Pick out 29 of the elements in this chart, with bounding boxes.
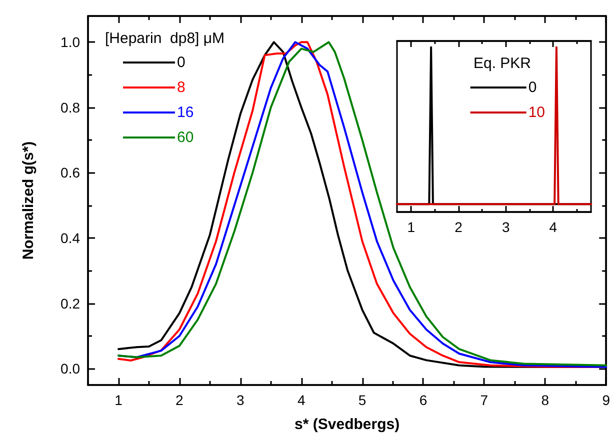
x-tick-label: 8 — [541, 392, 550, 408]
y-tick-label: 0.6 — [60, 164, 80, 181]
legend-label: 60 — [177, 129, 194, 146]
legend-label: 16 — [177, 104, 194, 121]
x-tick-label: 4 — [549, 219, 558, 235]
legend-title: [Heparin dp8] μM — [105, 30, 225, 47]
x-tick-label: 3 — [502, 219, 510, 235]
legend-title: Eq. PKR — [473, 55, 532, 72]
x-tick-label: 9 — [602, 392, 610, 408]
x-axis-title: s* (Svedbergs) — [294, 416, 400, 433]
x-tick-label: 7 — [480, 392, 488, 408]
legend-label: 8 — [177, 79, 186, 96]
x-tick-label: 4 — [297, 392, 306, 408]
legend-label: 0 — [177, 54, 186, 71]
x-tick-label: 5 — [358, 392, 366, 408]
x-tick-label: 1 — [407, 219, 416, 235]
y-tick-label: 0.0 — [60, 360, 80, 377]
legend-label: 10 — [528, 104, 546, 121]
y-tick-label: 0.8 — [60, 99, 80, 116]
y-axis-title: Normalized g(s*) — [20, 141, 37, 260]
y-tick-label: 1.0 — [60, 34, 80, 50]
legend-label: 0 — [528, 79, 537, 96]
x-tick-label: 3 — [236, 392, 244, 408]
x-tick-label: 2 — [454, 219, 463, 235]
x-tick-label: 2 — [176, 392, 184, 408]
y-tick-label: 0.4 — [60, 230, 80, 246]
y-tick-label: 0.2 — [60, 295, 80, 312]
x-tick-label: 6 — [419, 392, 428, 408]
x-tick-label: 1 — [114, 392, 123, 408]
